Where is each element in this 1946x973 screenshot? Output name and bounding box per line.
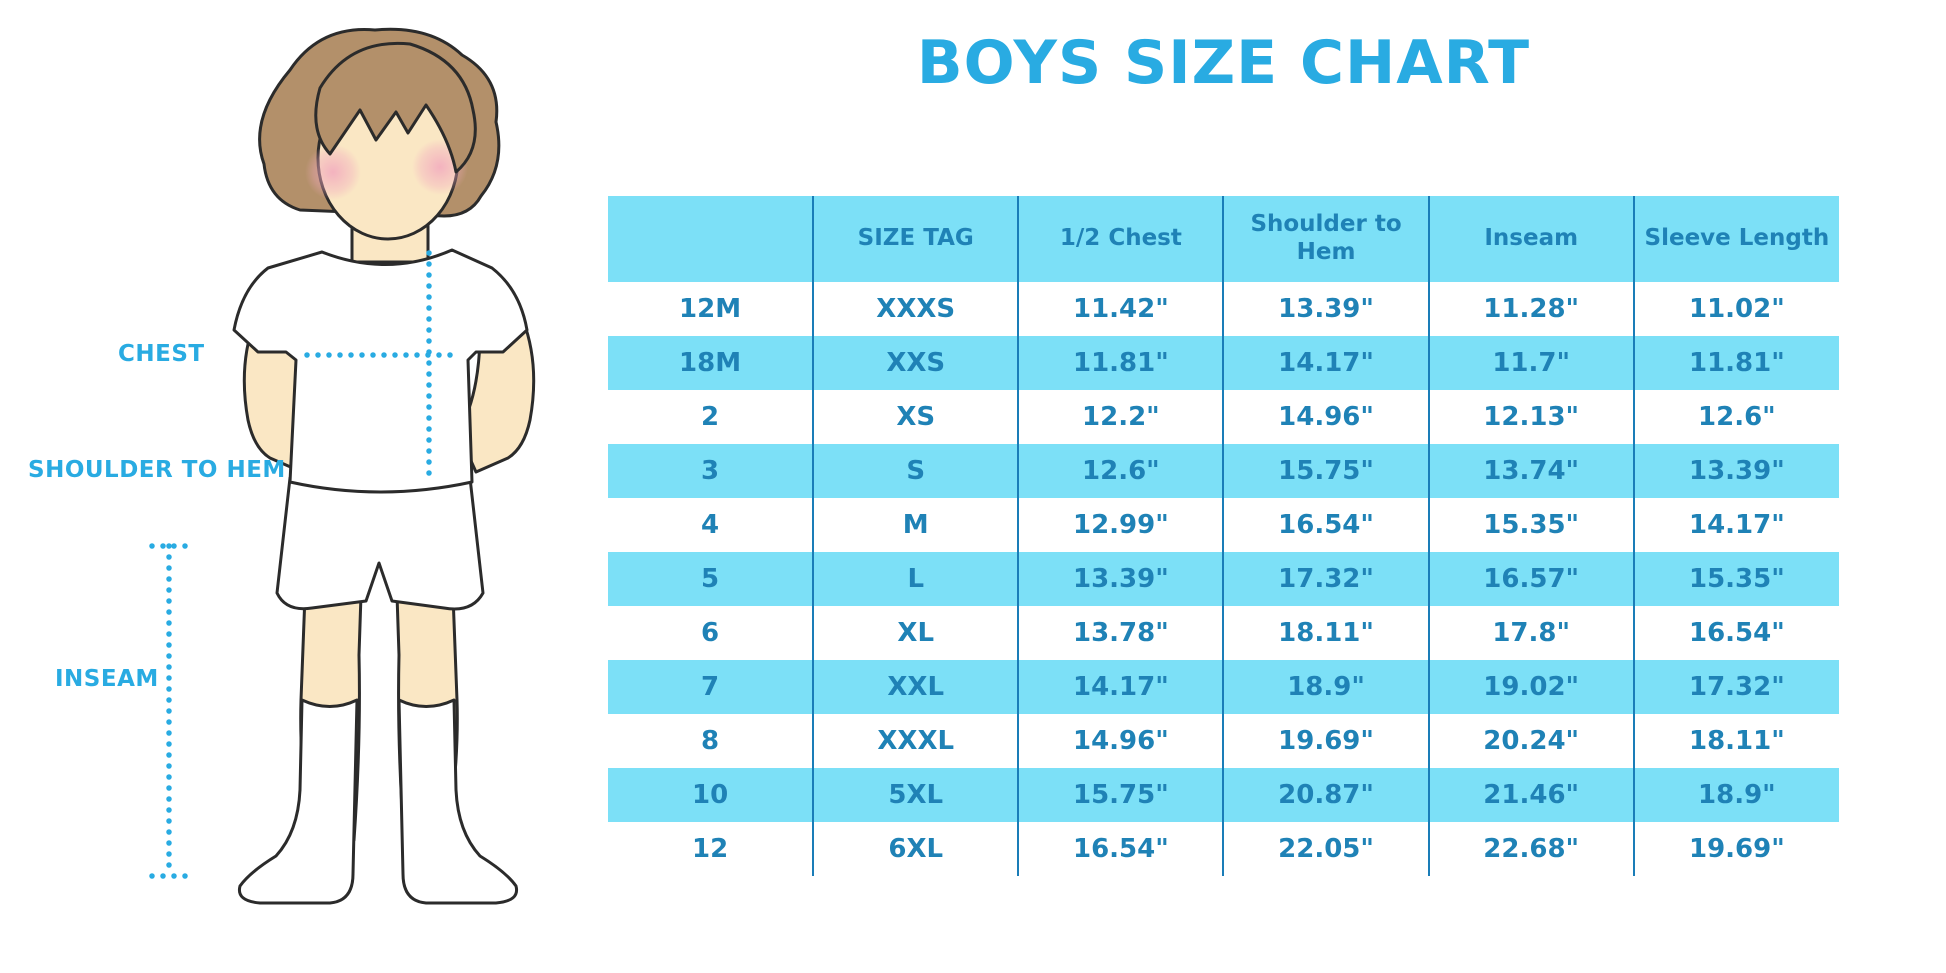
measurement-cell: 12.6": [1017, 444, 1224, 498]
size-cell: 6: [701, 618, 720, 648]
table-row: 12 6XL 16.54" 22.05" 22.68" 19.69": [608, 822, 1839, 876]
size-tag-cell: XXL: [812, 660, 1019, 714]
measurement-cell: 18.9": [1222, 660, 1429, 714]
size-table-body: 12M XXXS 11.42" 13.39" 11.28" 11.02" 18M XXS 11.…: [608, 282, 1839, 876]
size-cell: 7: [701, 672, 720, 702]
size-cell: 4: [701, 510, 720, 540]
header-row: SIZE TAG 1/2 Chest Shoulder to Hem Inseam Sl…: [608, 196, 1839, 282]
measurement-cell: 11.28": [1427, 282, 1634, 336]
table-row: 2 XS 12.2" 14.96" 12.13" 12.6": [608, 390, 1839, 444]
table-row: 10 5XL 15.75" 20.87" 21.46" 18.9": [608, 768, 1839, 822]
measurement-cell: 16.54": [1017, 822, 1224, 876]
measurement-cell: 11.81": [1632, 336, 1839, 390]
measurement-cell: 21.46": [1427, 768, 1634, 822]
table-row: 18M XXS 11.81" 14.17" 11.7" 11.81": [608, 336, 1839, 390]
measurement-cell: 20.24": [1427, 714, 1634, 768]
measurement-cell: 15.35": [1427, 498, 1634, 552]
boy-shirt: [232, 248, 529, 494]
measurement-cell: 16.57": [1427, 552, 1634, 606]
measurement-cell: 19.69": [1222, 714, 1429, 768]
measurement-cell: 13.39": [1222, 282, 1429, 336]
measurement-cell: 18.11": [1632, 714, 1839, 768]
boy-blush-left: [305, 144, 361, 200]
size-cell: 12: [691, 834, 729, 864]
boy-shorts: [275, 476, 485, 611]
size-tag-cell: XXXS: [812, 282, 1019, 336]
measurement-cell: 13.78": [1017, 606, 1224, 660]
measurement-cell: 12.2": [1017, 390, 1224, 444]
size-tag-cell: L: [812, 552, 1019, 606]
size-tag-cell: XL: [812, 606, 1019, 660]
header-cell: Inseam: [1427, 196, 1634, 282]
measurement-cell: 22.05": [1222, 822, 1429, 876]
measurement-cell: 11.42": [1017, 282, 1224, 336]
measurement-cell: 16.54": [1632, 606, 1839, 660]
boy-right-sock: [397, 698, 519, 905]
table-row: 8 XXXL 14.96" 19.69" 20.24" 18.11": [608, 714, 1839, 768]
measurement-cell: 19.02": [1427, 660, 1634, 714]
size-tag-cell: XXS: [812, 336, 1019, 390]
table-row: 5 L 13.39" 17.32" 16.57" 15.35": [608, 552, 1839, 606]
boy-left-sock: [237, 698, 359, 905]
table-row: 6 XL 13.78" 18.11" 17.8" 16.54": [608, 606, 1839, 660]
boy-hair-fringe: [314, 41, 477, 174]
measurement-cell: 15.35": [1632, 552, 1839, 606]
measurement-cell: 16.54": [1222, 498, 1429, 552]
size-cell: 12M: [679, 294, 742, 324]
measurement-cell: 14.96": [1017, 714, 1224, 768]
size-tag-cell: M: [812, 498, 1019, 552]
header-cell: SIZE TAG: [812, 196, 1019, 282]
measurement-cell: 11.02": [1632, 282, 1839, 336]
size-table-header: SIZE TAG 1/2 Chest Shoulder to Hem Inseam Sl…: [608, 196, 1839, 282]
size-table: SIZE TAG 1/2 Chest Shoulder to Hem Inseam Sl…: [608, 196, 1839, 876]
size-tag-cell: S: [812, 444, 1019, 498]
header-cell: Sleeve Length: [1632, 196, 1839, 282]
measurement-cell: 17.8": [1427, 606, 1634, 660]
boy-illustration: [149, 27, 536, 905]
measurement-cell: 13.39": [1017, 552, 1224, 606]
size-cell: 2: [701, 402, 720, 432]
measurement-cell: 22.68": [1427, 822, 1634, 876]
measurement-cell: 18.9": [1632, 768, 1839, 822]
table-row: 12M XXXS 11.42" 13.39" 11.28" 11.02": [608, 282, 1839, 336]
shoulder-to-hem-label: SHOULDER TO HEM: [28, 457, 286, 483]
measurement-cell: 15.75": [1222, 444, 1429, 498]
inseam-label: INSEAM: [55, 666, 159, 692]
size-cell: 18M: [679, 348, 742, 378]
measurement-cell: 11.7": [1427, 336, 1634, 390]
measurement-cell: 14.17": [1222, 336, 1429, 390]
size-tag-cell: 6XL: [812, 822, 1019, 876]
header-cell: 1/2 Chest: [1017, 196, 1224, 282]
page-title: BOYS SIZE CHART: [916, 28, 1531, 98]
size-tag-cell: 5XL: [812, 768, 1019, 822]
size-cell: 10: [691, 780, 729, 810]
measurement-cell: 14.96": [1222, 390, 1429, 444]
measurement-cell: 11.81": [1017, 336, 1224, 390]
size-cell: 5: [701, 564, 720, 594]
chest-label: CHEST: [118, 341, 205, 367]
measurement-cell: 13.74": [1427, 444, 1634, 498]
size-cell: 3: [701, 456, 720, 486]
size-tag-cell: XS: [812, 390, 1019, 444]
measurement-cell: 12.99": [1017, 498, 1224, 552]
header-cell-size: [608, 196, 814, 282]
measurement-cell: 15.75": [1017, 768, 1224, 822]
measurement-cell: 14.17": [1632, 498, 1839, 552]
measurement-cell: 17.32": [1632, 660, 1839, 714]
table-row: 4 M 12.99" 16.54" 15.35" 14.17": [608, 498, 1839, 552]
measurement-cell: 17.32": [1222, 552, 1429, 606]
measurement-cell: 19.69": [1632, 822, 1839, 876]
measurement-cell: 13.39": [1632, 444, 1839, 498]
measurement-cell: 12.6": [1632, 390, 1839, 444]
header-cell: Shoulder to Hem: [1222, 196, 1429, 282]
measurement-cell: 12.13": [1427, 390, 1634, 444]
size-tag-cell: XXXL: [812, 714, 1019, 768]
table-row: 7 XXL 14.17" 18.9" 19.02" 17.32": [608, 660, 1839, 714]
table-row: 3 S 12.6" 15.75" 13.74" 13.39": [608, 444, 1839, 498]
measurement-cell: 18.11": [1222, 606, 1429, 660]
measurement-cell: 14.17": [1017, 660, 1224, 714]
measurement-cell: 20.87": [1222, 768, 1429, 822]
size-cell: 8: [701, 726, 720, 756]
